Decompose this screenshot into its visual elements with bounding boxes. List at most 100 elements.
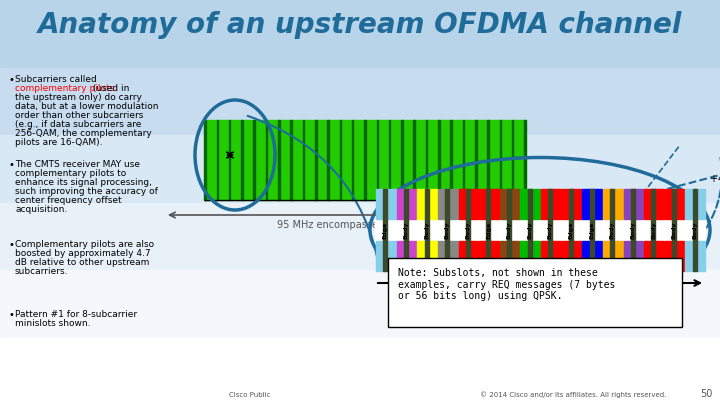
Bar xyxy=(521,241,540,271)
Bar xyxy=(352,120,354,200)
Bar xyxy=(524,120,526,200)
Bar xyxy=(438,241,457,271)
Bar xyxy=(364,120,366,200)
Bar xyxy=(644,189,664,219)
Bar xyxy=(512,120,513,200)
Text: complementary pilots: complementary pilots xyxy=(15,84,114,93)
Bar xyxy=(569,189,573,271)
Text: Body: Body xyxy=(507,221,512,239)
Bar xyxy=(466,189,470,271)
Bar xyxy=(438,120,440,200)
Bar xyxy=(521,189,540,219)
Bar xyxy=(375,219,705,241)
Text: Body: Body xyxy=(692,221,697,239)
Bar xyxy=(541,189,561,219)
Bar xyxy=(0,68,720,135)
Bar xyxy=(463,120,464,200)
Text: (e.g., if data subcarriers are: (e.g., if data subcarriers are xyxy=(15,120,141,129)
Bar xyxy=(0,0,720,68)
Bar xyxy=(438,189,457,219)
Text: Edge: Edge xyxy=(589,222,594,239)
Text: Edge: Edge xyxy=(568,222,573,239)
Bar xyxy=(302,120,305,200)
Bar xyxy=(475,120,477,200)
Text: Edge: Edge xyxy=(383,222,388,239)
Text: +4.7 dB: +4.7 dB xyxy=(710,174,720,184)
Bar xyxy=(418,189,437,219)
Bar xyxy=(413,120,415,200)
Text: dB relative to other upstream: dB relative to other upstream xyxy=(15,258,149,267)
Text: minislots shown.: minislots shown. xyxy=(15,319,91,328)
Bar xyxy=(562,241,581,271)
Text: center frequency offset: center frequency offset xyxy=(15,196,122,205)
Text: complementary pilots to: complementary pilots to xyxy=(15,169,126,178)
Text: enhance its signal processing,: enhance its signal processing, xyxy=(15,178,152,187)
Text: Note: Subslots, not shown in these
examples, carry REQ messages (7 bytes
or 56 b: Note: Subslots, not shown in these examp… xyxy=(398,268,616,301)
Bar xyxy=(500,189,519,219)
Bar xyxy=(397,241,416,271)
Bar xyxy=(459,189,478,219)
Text: Body: Body xyxy=(403,221,408,239)
Text: Complementary pilots are also: Complementary pilots are also xyxy=(15,240,154,249)
Text: Pattern #1 for 8-subcarrier: Pattern #1 for 8-subcarrier xyxy=(15,310,137,319)
Bar xyxy=(590,189,593,271)
Bar xyxy=(376,241,395,271)
Text: order than other subcarriers: order than other subcarriers xyxy=(15,111,143,120)
Bar xyxy=(425,189,428,271)
Bar xyxy=(487,189,490,271)
Bar xyxy=(241,120,243,200)
Bar xyxy=(290,120,292,200)
Text: Body: Body xyxy=(651,221,656,239)
Text: the upstream only) do carry: the upstream only) do carry xyxy=(15,93,142,102)
Text: Body: Body xyxy=(445,221,450,239)
Bar xyxy=(582,189,602,219)
Bar xyxy=(693,189,697,271)
Text: pilots are 16-QAM).: pilots are 16-QAM). xyxy=(15,138,102,147)
Bar xyxy=(479,189,499,219)
Text: © 2014 Cisco and/or its affiliates. All rights reserved.: © 2014 Cisco and/or its affiliates. All … xyxy=(480,391,667,398)
Text: Body: Body xyxy=(465,221,470,239)
Text: •: • xyxy=(8,160,14,170)
Bar xyxy=(665,241,685,271)
Text: Body: Body xyxy=(548,221,553,239)
Text: •: • xyxy=(8,75,14,85)
Bar xyxy=(672,189,676,271)
Bar xyxy=(549,189,552,271)
Text: Cisco Public: Cisco Public xyxy=(229,392,271,398)
Bar xyxy=(253,120,255,200)
Text: Body: Body xyxy=(672,221,677,239)
Bar xyxy=(644,241,664,271)
Bar xyxy=(266,120,267,200)
Bar xyxy=(315,120,317,200)
Text: •: • xyxy=(8,310,14,320)
Bar xyxy=(278,120,279,200)
Bar xyxy=(541,241,561,271)
Bar xyxy=(528,189,531,271)
Text: Body: Body xyxy=(527,221,532,239)
Bar xyxy=(500,120,501,200)
Text: acquisition.: acquisition. xyxy=(15,205,67,214)
Bar xyxy=(459,241,478,271)
Text: The CMTS receiver MAY use: The CMTS receiver MAY use xyxy=(15,160,140,169)
Text: 95 MHz encompassed spectrum: 95 MHz encompassed spectrum xyxy=(276,220,433,230)
Bar xyxy=(507,189,511,271)
Bar xyxy=(0,135,720,202)
Bar xyxy=(0,337,720,405)
Bar xyxy=(397,189,416,219)
FancyBboxPatch shape xyxy=(388,258,682,327)
Bar xyxy=(0,202,720,270)
Bar xyxy=(610,189,614,271)
Bar xyxy=(603,241,623,271)
Bar xyxy=(652,189,655,271)
Bar xyxy=(685,189,705,219)
Bar xyxy=(389,120,390,200)
Bar xyxy=(377,120,378,200)
Bar xyxy=(445,189,449,271)
Text: 6.4 MHz: 6.4 MHz xyxy=(537,291,582,301)
Bar xyxy=(0,270,720,337)
Bar xyxy=(487,120,489,200)
Text: (used in: (used in xyxy=(90,84,130,93)
Text: data, but at a lower modulation: data, but at a lower modulation xyxy=(15,102,158,111)
Bar xyxy=(205,120,525,200)
Text: Edge: Edge xyxy=(486,222,491,239)
